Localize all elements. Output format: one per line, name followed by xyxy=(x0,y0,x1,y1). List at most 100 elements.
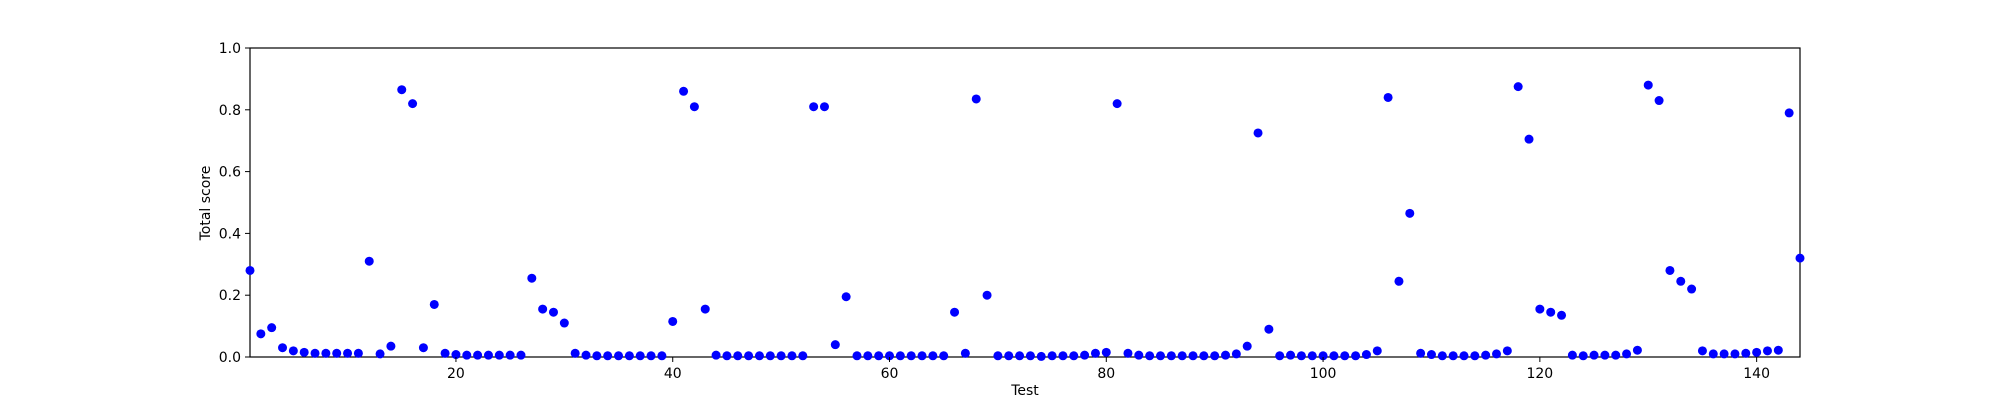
data-point xyxy=(1437,351,1447,361)
data-point xyxy=(1080,350,1090,360)
data-point xyxy=(581,350,591,360)
data-point xyxy=(483,350,493,360)
data-point xyxy=(1546,307,1556,317)
data-point xyxy=(950,307,960,317)
data-point xyxy=(700,304,710,314)
data-point xyxy=(1676,276,1686,286)
data-point xyxy=(635,351,645,361)
data-point xyxy=(852,351,862,361)
data-point xyxy=(1145,351,1155,361)
data-point xyxy=(1318,351,1328,361)
data-point xyxy=(1459,351,1469,361)
data-point xyxy=(614,351,624,361)
data-point xyxy=(939,351,949,361)
data-point xyxy=(505,350,515,360)
data-point xyxy=(885,351,895,361)
data-point xyxy=(1004,351,1014,361)
data-point xyxy=(429,299,439,309)
x-axis-label: Test xyxy=(1010,383,1039,399)
data-point xyxy=(440,348,450,358)
data-point xyxy=(1090,348,1100,358)
data-point xyxy=(776,351,786,361)
data-point xyxy=(744,351,754,361)
data-point xyxy=(353,348,363,358)
y-tick-label: 1.0 xyxy=(219,41,241,57)
data-point xyxy=(1589,350,1599,360)
data-point xyxy=(386,341,396,351)
data-point xyxy=(1329,351,1339,361)
data-point xyxy=(754,351,764,361)
data-point xyxy=(1416,348,1426,358)
y-tick-label: 0.0 xyxy=(219,350,241,366)
data-point xyxy=(798,351,808,361)
x-tick-label: 120 xyxy=(1526,366,1553,382)
data-point xyxy=(1123,348,1133,358)
data-point xyxy=(1481,350,1491,360)
data-point xyxy=(982,290,992,300)
data-point xyxy=(624,351,634,361)
data-point xyxy=(1611,350,1621,360)
data-point xyxy=(1762,346,1772,356)
x-tick-label: 40 xyxy=(664,366,682,382)
data-point xyxy=(256,329,266,339)
data-point xyxy=(603,351,613,361)
data-point xyxy=(278,343,288,353)
data-point xyxy=(1372,346,1382,356)
data-point xyxy=(1524,134,1534,144)
x-tick-label: 100 xyxy=(1310,366,1337,382)
data-point xyxy=(548,307,558,317)
data-point xyxy=(765,351,775,361)
data-point xyxy=(321,348,331,358)
data-point xyxy=(1166,351,1176,361)
data-points xyxy=(245,80,1805,361)
data-point xyxy=(570,348,580,358)
data-point xyxy=(928,351,938,361)
data-point xyxy=(679,86,689,96)
data-point xyxy=(1654,96,1664,106)
data-point xyxy=(245,265,255,275)
data-point xyxy=(1741,348,1751,358)
data-point xyxy=(1448,351,1458,361)
data-point xyxy=(1784,108,1794,118)
data-point xyxy=(1221,350,1231,360)
data-point xyxy=(397,85,407,95)
data-point xyxy=(1069,351,1079,361)
data-point xyxy=(1134,350,1144,360)
data-point xyxy=(1752,347,1762,357)
data-point xyxy=(1643,80,1653,90)
data-point xyxy=(1296,351,1306,361)
data-point xyxy=(830,340,840,350)
data-point xyxy=(1036,351,1046,361)
data-point xyxy=(332,348,342,358)
data-point xyxy=(863,351,873,361)
y-tick-label: 0.8 xyxy=(219,103,241,119)
data-point xyxy=(787,351,797,361)
data-point xyxy=(1112,99,1122,109)
data-point xyxy=(1177,351,1187,361)
data-point xyxy=(1155,351,1165,361)
x-tick-label: 20 xyxy=(447,366,465,382)
data-point xyxy=(1058,351,1068,361)
data-point xyxy=(1719,349,1729,359)
data-point xyxy=(559,318,569,328)
y-axis-ticks: 0.0 0.2 0.4 0.6 0.8 1.0 xyxy=(219,41,250,366)
data-point xyxy=(1361,350,1371,360)
data-point xyxy=(1470,351,1480,361)
data-point xyxy=(1264,324,1274,334)
data-point xyxy=(462,350,472,360)
data-point xyxy=(895,351,905,361)
data-point xyxy=(1697,346,1707,356)
data-point xyxy=(1405,208,1415,218)
data-point xyxy=(364,256,374,266)
data-point xyxy=(1622,349,1632,359)
data-point xyxy=(841,292,851,302)
data-point xyxy=(1394,276,1404,286)
data-point xyxy=(1535,304,1545,314)
data-point xyxy=(1340,351,1350,361)
data-point xyxy=(1708,349,1718,359)
data-point xyxy=(1383,92,1393,102)
data-point xyxy=(874,351,884,361)
data-point xyxy=(1632,345,1642,355)
data-point xyxy=(1253,128,1263,138)
